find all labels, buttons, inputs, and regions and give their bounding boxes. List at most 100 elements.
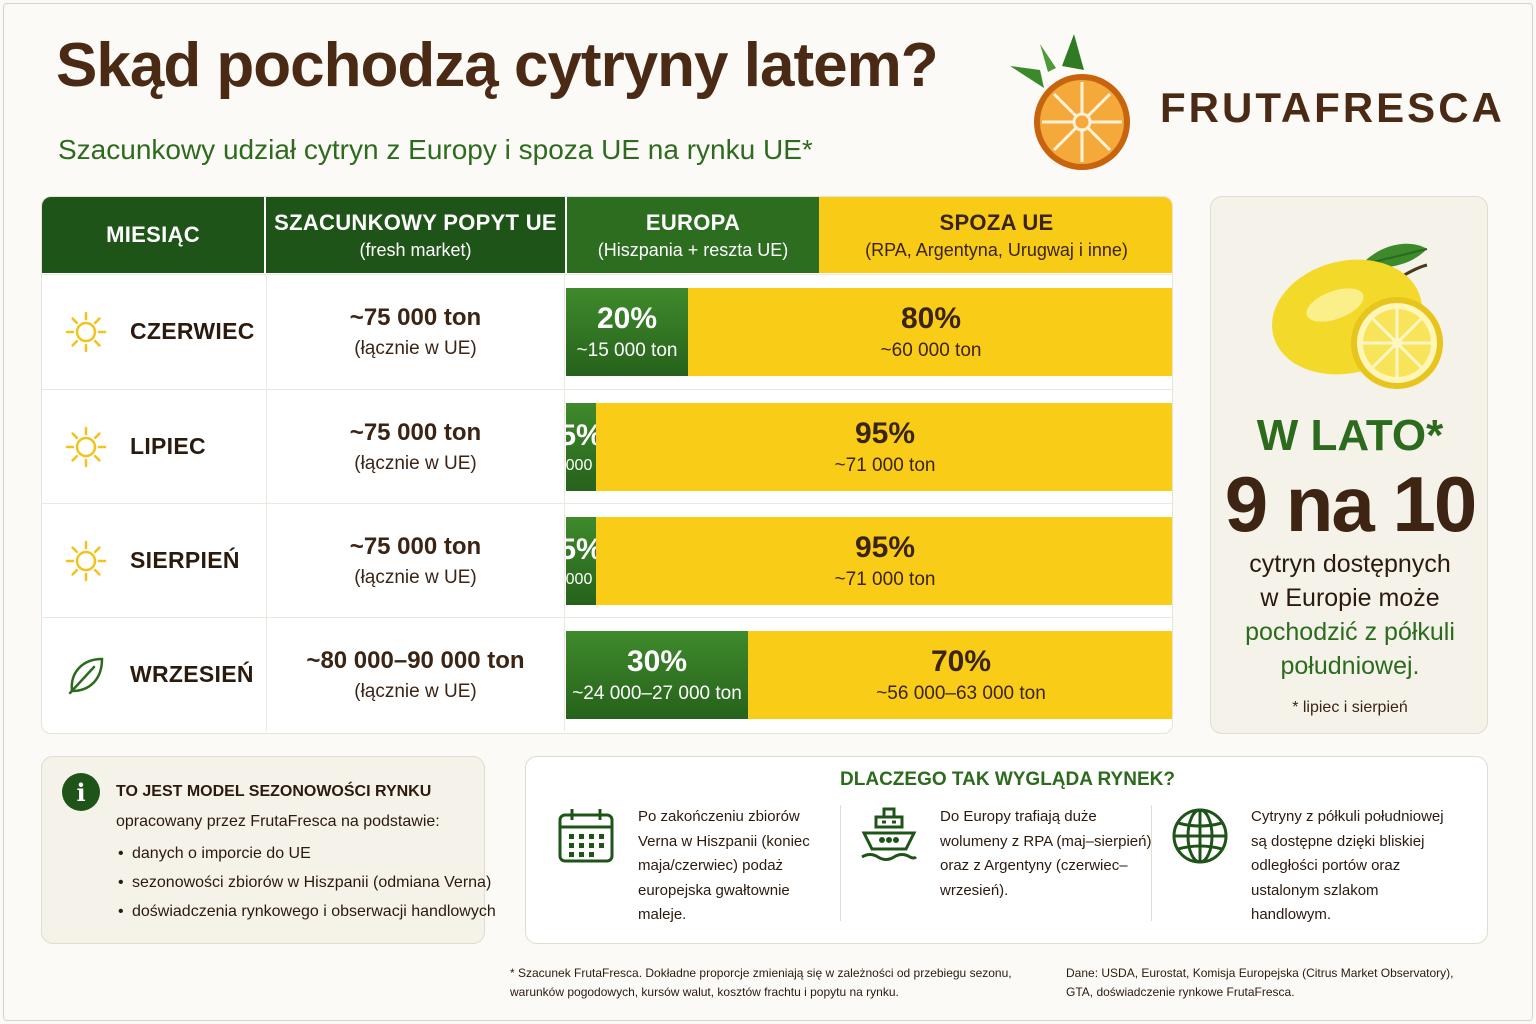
month-cell: SIERPIEŃ	[42, 504, 264, 617]
why-title: DLACZEGO TAK WYGLĄDA RYNEK?	[840, 769, 1175, 790]
globe-icon	[1172, 808, 1228, 864]
month-cell: LIPIEC	[42, 390, 264, 503]
demand-value: ~75 000 ton	[349, 418, 482, 446]
demand-cell: ~80 000–90 000 ton (łącznie w UE)	[266, 618, 565, 731]
demand-value: ~75 000 ton	[349, 532, 482, 560]
bar-tonnage-label: ~4 000 ton	[566, 457, 596, 474]
demand-value: ~80 000–90 000 ton	[306, 646, 525, 674]
bar-percent-label: 5%	[566, 419, 596, 453]
stacked-bar: 5% ~4 000 ton 95% ~71 000 ton	[566, 517, 1172, 605]
non-eu-bar-segment: 95% ~71 000 ton	[596, 403, 1172, 491]
demand-note: (łącznie w UE)	[354, 680, 477, 702]
bar-tonnage-label: ~71 000 ton	[834, 569, 936, 590]
ship-icon	[861, 807, 918, 861]
why-column-calendar: Po zakończeniu zbiorów Verna w Hiszpanii…	[556, 805, 846, 935]
header-non-eu: SPOZA UE (RPA, Argentyna, Urugwaj i inne…	[819, 197, 1172, 273]
bar-percent-label: 80%	[900, 302, 962, 335]
lemon-icon	[1272, 243, 1443, 389]
demand-cell: ~75 000 ton (łącznie w UE)	[266, 504, 565, 617]
bar-percent-label: 20%	[596, 302, 658, 335]
info-subtitle: opracowany przez FrutaFresca na podstawi…	[116, 813, 440, 830]
info-list-item: danych o imporcie do UE	[118, 843, 496, 872]
why-column-globe: Cytryny z półkuli południowej są dostępn…	[1169, 805, 1469, 935]
panel-footnote: * lipiec i sierpień	[1292, 699, 1408, 716]
non-eu-bar-segment: 70% ~56 000–63 000 ton	[748, 631, 1172, 719]
panel-text-line-2: w Europie może	[1260, 584, 1440, 612]
month-label: LIPIEC	[130, 433, 206, 459]
table-row: LIPIEC ~75 000 ton (łącznie w UE) 5% ~4 000 …	[42, 389, 1172, 503]
info-icon: i	[62, 773, 100, 811]
non-eu-bar-segment: 95% ~71 000 ton	[596, 517, 1172, 605]
header-month-label: MIESIĄC	[106, 222, 200, 247]
europe-bar-segment: 30% ~24 000–27 000 ton	[566, 631, 748, 719]
panel-text-line-4: południowej.	[1280, 652, 1420, 680]
demand-note: (łącznie w UE)	[354, 337, 477, 359]
why-text-3: Cytryny z półkuli południowej są dostępn…	[1251, 808, 1444, 923]
header-europe: EUROPA (Hiszpania + reszta UE)	[567, 197, 819, 273]
info-title: TO JEST MODEL SEZONOWOŚCI RYNKU	[116, 783, 432, 800]
month-cell: WRZESIEŃ	[42, 618, 264, 731]
lemon-share-table: MIESIĄC SZACUNKOWY POPYT UE (fresh marke…	[41, 196, 1173, 734]
info-list-item: doświadczenia rynkowego i obserwacji han…	[118, 901, 496, 930]
month-label: SIERPIEŃ	[130, 547, 240, 573]
sun-icon	[65, 311, 107, 352]
month-cell: CZERWIEC	[42, 275, 264, 388]
panel-text: cytryn dostępnych w Europie może pochodz…	[1211, 547, 1489, 683]
table-header: MIESIĄC SZACUNKOWY POPYT UE (fresh marke…	[42, 197, 1172, 273]
page-frame	[3, 3, 1533, 1021]
europe-bar-segment: 5% ~4 000 ton	[566, 517, 596, 605]
info-list-item: sezonowości zbiorów w Hiszpanii (odmiana…	[118, 872, 496, 901]
calendar-icon	[558, 809, 614, 863]
header-demand: SZACUNKOWY POPYT UE (fresh market)	[266, 197, 565, 273]
demand-note: (łącznie w UE)	[354, 566, 477, 588]
sun-icon	[65, 426, 107, 467]
why-divider	[1151, 805, 1152, 921]
why-box: DLACZEGO TAK WYGLĄDA RYNEK? Po zakończen…	[525, 756, 1488, 944]
month-label: WRZESIEŃ	[130, 661, 254, 687]
orange-logo-icon	[1010, 34, 1130, 170]
bar-tonnage-label: ~56 000–63 000 ton	[876, 683, 1046, 704]
demand-value: ~75 000 ton	[349, 303, 482, 331]
stacked-bar: 5% ~4 000 ton 95% ~71 000 ton	[566, 403, 1172, 491]
header-europe-label: EUROPA	[645, 209, 741, 235]
table-row: WRZESIEŃ ~80 000–90 000 ton (łącznie w UE)…	[42, 617, 1172, 731]
page-title: Skąd pochodzą cytryny latem?	[56, 31, 939, 100]
non-eu-bar-segment: 80% ~60 000 ton	[688, 288, 1172, 376]
header-europe-sub: (Hiszpania + reszta UE)	[597, 239, 789, 260]
page-subtitle: Szacunkowy udział cytryn z Europy i spoz…	[58, 134, 813, 165]
europe-bar-segment: 20% ~15 000 ton	[566, 288, 688, 376]
header-demand-sub: (fresh market)	[359, 239, 472, 260]
table-row: SIERPIEŃ ~75 000 ton (łącznie w UE) 5% ~4 00…	[42, 503, 1172, 617]
footnote-left: * Szacunek FrutaFresca. Dokładne proporc…	[510, 966, 1012, 999]
footnote-right: Dane: USDA, Eurostat, Komisja Europejska…	[1066, 966, 1454, 999]
header-demand-label: SZACUNKOWY POPYT UE	[274, 209, 557, 235]
table-row: CZERWIEC ~75 000 ton (łącznie w UE) 20% ~15 …	[42, 274, 1172, 388]
europe-bar-segment: 5% ~4 000 ton	[566, 403, 596, 491]
bar-tonnage-label: ~60 000 ton	[880, 340, 982, 361]
why-divider	[840, 805, 841, 921]
bar-percent-label: 70%	[930, 645, 992, 678]
stacked-bar: 30% ~24 000–27 000 ton 70% ~56 000–63 000 t…	[566, 631, 1172, 719]
bar-tonnage-label: ~71 000 ton	[834, 455, 936, 476]
header-month: MIESIĄC	[42, 197, 264, 273]
demand-cell: ~75 000 ton (łącznie w UE)	[266, 275, 565, 388]
why-text-2: Do Europy trafiają duże wolumeny z RPA (…	[940, 808, 1152, 899]
sun-icon	[65, 540, 107, 581]
bar-tonnage-label: ~15 000 ton	[576, 340, 678, 361]
bar-tonnage-label: ~24 000–27 000 ton	[572, 683, 742, 704]
panel-text-line-1: cytryn dostępnych	[1249, 550, 1451, 578]
bar-tonnage-label: ~4 000 ton	[566, 571, 596, 588]
summary-panel: W LATO* 9 na 10 cytryn dostępnych w Euro…	[1210, 196, 1488, 734]
bar-percent-label: 5%	[566, 533, 596, 567]
info-list: danych o imporcie do UE sezonowości zbio…	[118, 843, 496, 930]
panel-text-line-3: pochodzić z półkuli	[1245, 618, 1455, 646]
model-info-box: i TO JEST MODEL SEZONOWOŚCI RYNKU opraco…	[41, 756, 496, 944]
why-text-1: Po zakończeniu zbiorów Verna w Hiszpanii…	[638, 808, 810, 923]
leaf-icon	[68, 657, 104, 694]
stacked-bar: 20% ~15 000 ton 80% ~60 000 ton	[566, 288, 1172, 376]
panel-heading: W LATO*	[1256, 411, 1444, 460]
bar-percent-label: 95%	[854, 531, 916, 564]
month-label: CZERWIEC	[130, 318, 255, 344]
header-non-eu-label: SPOZA UE	[939, 209, 1054, 235]
bar-percent-label: 95%	[854, 417, 916, 450]
